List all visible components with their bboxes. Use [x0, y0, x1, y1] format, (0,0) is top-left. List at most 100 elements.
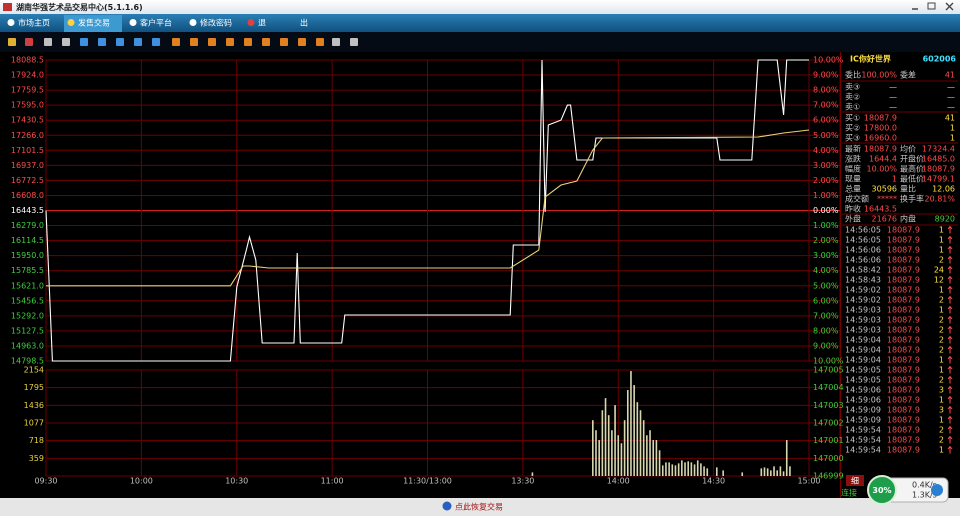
volume-bar	[693, 464, 696, 476]
toolbar-icon[interactable]	[98, 38, 106, 46]
field-value: 17324.4	[922, 145, 955, 154]
toolbar-icon[interactable]	[44, 38, 52, 46]
toolbar-icon[interactable]	[316, 38, 324, 46]
ask-volume: —	[947, 83, 955, 92]
toolbar-icon[interactable]	[62, 38, 70, 46]
detail-tab-label[interactable]: 细	[851, 476, 859, 486]
toolbar-icon[interactable]	[8, 38, 16, 46]
trade-time: 14:59:09	[845, 406, 881, 415]
toolbar-icon[interactable]	[332, 38, 340, 46]
trade-volume: 1	[939, 306, 944, 315]
field-value: 14799.1	[922, 175, 955, 184]
y-tick-label: 17595.0	[11, 101, 44, 110]
tab[interactable]: 出	[300, 18, 308, 28]
y2-tick-label: 2.00%	[813, 176, 839, 185]
toolbar-icon[interactable]	[152, 38, 160, 46]
field-value: 16443.5	[864, 205, 897, 214]
trade-time: 14:59:06	[845, 386, 881, 395]
tab[interactable]: 市场主页	[18, 18, 50, 28]
tab-icon	[129, 19, 137, 26]
trade-time: 14:59:02	[845, 296, 881, 305]
up-arrow	[947, 255, 953, 264]
y2-tick-label: 0.00%	[813, 206, 839, 215]
field-label: 买③	[845, 134, 860, 143]
volume-bar	[639, 410, 642, 476]
bid-volume: 1	[950, 124, 955, 133]
toolbar-icon[interactable]	[172, 38, 180, 46]
tab[interactable]: 退	[258, 19, 266, 28]
toolbar-icon[interactable]	[298, 38, 306, 46]
window-buttons[interactable]	[912, 2, 954, 11]
field-label: 卖②	[845, 93, 860, 102]
volume-bar	[642, 420, 645, 476]
toolbar-icon[interactable]	[208, 38, 216, 46]
volume-bar	[626, 390, 629, 476]
volume-bar	[690, 462, 693, 476]
y-tick-label: 17430.5	[11, 116, 44, 125]
trade-volume: 2	[939, 336, 944, 345]
toolbar-icon[interactable]	[244, 38, 252, 46]
x-tick-label: 10:30	[225, 477, 248, 486]
field-label: 现量	[845, 175, 861, 184]
trade-volume: 2	[939, 346, 944, 355]
trade-price: 18087.9	[887, 416, 920, 425]
speed-button[interactable]	[931, 484, 943, 496]
toolbar-icon[interactable]	[190, 38, 198, 46]
field-value: 21676	[872, 215, 897, 224]
trade-time: 14:59:06	[845, 396, 881, 405]
y-tick-label: 359	[29, 454, 44, 463]
tab[interactable]: 发售交易	[78, 18, 110, 28]
field-label: 委比	[845, 70, 861, 80]
field-value: 16485.0	[922, 155, 955, 164]
toolbar-icon[interactable]	[280, 38, 288, 46]
toolbar-icon[interactable]	[80, 38, 88, 46]
toolbar-icon[interactable]	[226, 38, 234, 46]
x-tick-label: 14:00	[607, 477, 630, 486]
y-tick-label: 15456.5	[11, 296, 44, 305]
field-label: 委差	[900, 70, 916, 80]
status-icon[interactable]	[442, 501, 452, 511]
field-label: 最新	[845, 144, 861, 154]
volume-bar	[655, 440, 658, 476]
y2-tick-label: 4.00%	[813, 146, 839, 155]
volume-bar	[684, 462, 686, 476]
trade-price: 18087.9	[887, 376, 920, 385]
toolbar-icon[interactable]	[134, 38, 142, 46]
maximize-button[interactable]	[927, 2, 936, 10]
ask-price: —	[889, 103, 897, 112]
toolbar-icon[interactable]	[25, 38, 33, 46]
tab[interactable]: 修改密码	[200, 18, 232, 28]
toolbar-icon[interactable]	[116, 38, 124, 46]
trade-time: 14:59:03	[845, 306, 881, 315]
y2-tick-label: 147004	[813, 383, 844, 392]
trade-price: 18087.9	[887, 246, 920, 255]
detail-tab[interactable]	[846, 475, 864, 486]
volume-bar	[703, 466, 705, 476]
y-tick-label: 1077	[24, 419, 44, 428]
trade-price: 18087.9	[887, 356, 920, 365]
y-tick-label: 16772.5	[11, 176, 44, 185]
trade-time: 14:59:02	[845, 286, 881, 295]
volume-bar	[687, 461, 689, 476]
connection-status: 连接	[841, 488, 857, 498]
y2-tick-label: 9.00%	[813, 71, 839, 80]
toolbar-icon[interactable]	[350, 38, 358, 46]
y2-tick-label: 10.00%	[813, 56, 844, 65]
y-tick-label: 16608.0	[11, 191, 44, 200]
up-arrow	[947, 225, 953, 234]
y-tick-label: 16279.0	[11, 221, 44, 230]
toolbar-icon[interactable]	[262, 38, 270, 46]
resume-trading[interactable]: 点此恢复交易	[455, 502, 503, 512]
close-button[interactable]	[945, 2, 954, 11]
trade-volume: 1	[939, 416, 944, 425]
y2-tick-label: 3.00%	[813, 161, 839, 170]
y2-tick-label: 8.00%	[813, 326, 839, 335]
volume-bar	[760, 468, 763, 476]
volume-bar	[614, 405, 616, 476]
up-arrow	[947, 335, 953, 344]
tab[interactable]: 客户平台	[140, 18, 172, 28]
volume-bar	[700, 463, 702, 476]
trade-price: 18087.9	[887, 396, 920, 405]
